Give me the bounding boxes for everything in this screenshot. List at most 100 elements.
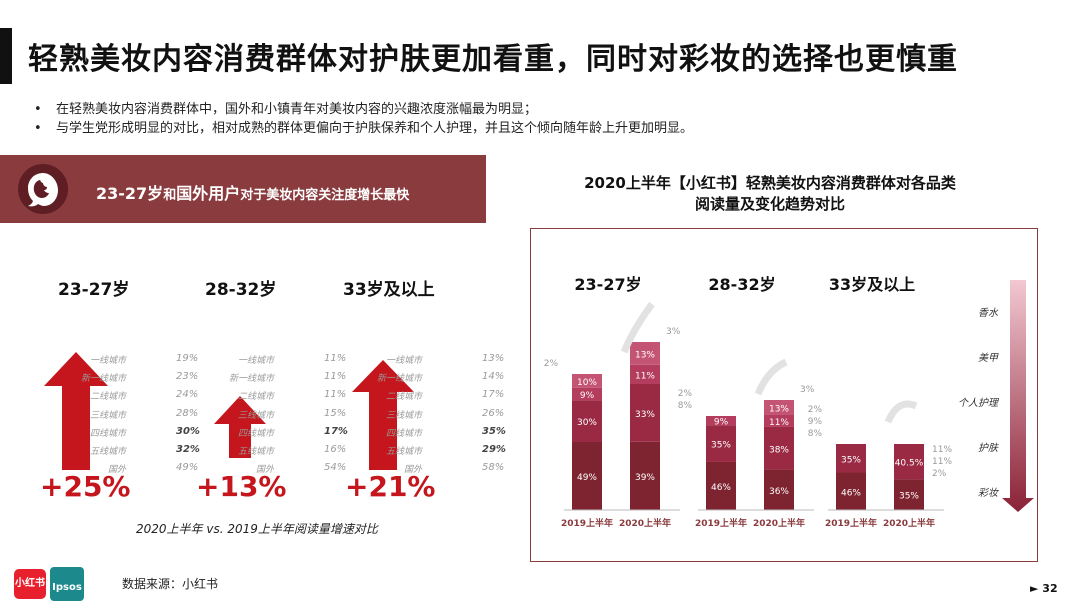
city-value: 11%	[324, 371, 347, 383]
segment-label: 35%	[711, 441, 731, 451]
title-accent-bar	[0, 28, 12, 84]
city-value: 14%	[482, 371, 505, 383]
city-value: 35%	[482, 425, 506, 437]
city-value: 15%	[324, 407, 347, 419]
city-value: 16%	[324, 444, 347, 455]
city-label: 新一线城市	[228, 374, 274, 385]
city-value: 54%	[324, 462, 347, 474]
segment-label: 33%	[635, 410, 655, 420]
data-source: 数据来源：小红书	[122, 577, 219, 591]
period-label: 2019上半年	[825, 517, 877, 529]
segment-label: 13%	[769, 404, 789, 414]
segment-label: 10%	[577, 378, 597, 388]
page-number-value: 32	[1042, 582, 1058, 595]
stack-segment	[764, 400, 794, 415]
outside-segment-label: 3%	[666, 327, 681, 337]
city-value: 26%	[482, 407, 505, 419]
city-label: 新一线城市	[376, 374, 422, 385]
city-label: 国外	[255, 465, 274, 476]
banner-overseas: 国外用户	[176, 184, 241, 203]
city-label: 三线城市	[385, 410, 422, 421]
banner-badge	[18, 164, 68, 214]
banner-connector: 和	[163, 188, 177, 203]
stack-segment	[572, 387, 602, 401]
legend-label: 护肤	[978, 442, 999, 454]
legend-label: 彩妆	[978, 487, 1000, 499]
outside-segment-label: 8%	[808, 429, 823, 439]
stack-group-label: 28-32岁	[708, 275, 775, 294]
page-title: 轻熟美妆内容消费群体对护肤更加看重，同时对彩妆的选择也更慎重	[28, 42, 958, 77]
page-number: ► 32	[1030, 582, 1058, 595]
city-label: 四线城市	[385, 428, 422, 439]
segment-label: 36%	[769, 487, 789, 497]
city-label: 三线城市	[237, 410, 274, 421]
outside-segment-label: 2%	[808, 405, 823, 415]
outside-segment-label: 11%	[932, 457, 952, 467]
segment-label: 46%	[711, 483, 731, 493]
growth-percent: +21%	[345, 470, 436, 503]
city-value: 17%	[482, 389, 505, 401]
right-title-line: 阅读量及变化趋势对比	[694, 195, 845, 213]
period-label: 2019上半年	[561, 517, 613, 529]
city-label: 三线城市	[89, 410, 126, 421]
stack-segment	[764, 469, 794, 510]
city-label: 五线城市	[237, 447, 274, 457]
legend-label: 个人护理	[958, 397, 1000, 409]
city-label: 一线城市	[385, 356, 422, 366]
outside-segment-label: 3%	[800, 385, 815, 395]
segment-label: 30%	[577, 418, 597, 428]
city-value: 24%	[176, 389, 199, 401]
period-label: 2020上半年	[883, 517, 935, 529]
growth-arrow-icon	[44, 352, 108, 470]
banner-headline: 23-27岁和国外用户对于美妆内容关注度增长最快	[96, 180, 409, 204]
outside-segment-label: 8%	[678, 401, 693, 411]
bullet-list: 在轻熟美妆内容消费群体中，国外和小镇青年对美妆内容的兴趣浓度涨幅最为明显； 与学…	[34, 100, 693, 138]
left-chart-caption: 2020上半年 vs. 2019上半年阅读量增速对比	[136, 522, 378, 536]
stack-segment	[572, 400, 602, 442]
period-label: 2020上半年	[753, 517, 805, 529]
growth-arrow-icon	[352, 360, 414, 470]
city-label: 国外	[107, 465, 126, 476]
city-label: 二线城市	[385, 392, 422, 403]
woman-profile-icon	[28, 173, 58, 207]
ipsos-logo: Ipsos	[50, 567, 84, 601]
segment-label: 39%	[635, 473, 655, 483]
city-label: 五线城市	[89, 447, 126, 457]
left-group-label: 23-27岁	[58, 280, 130, 300]
trend-arrow-icon	[620, 301, 655, 354]
right-chart-frame	[530, 228, 1038, 562]
segment-label: 35%	[899, 492, 919, 502]
segment-label: 46%	[841, 488, 861, 498]
city-label: 四线城市	[89, 428, 126, 439]
stack-segment	[764, 426, 794, 470]
stack-segment	[630, 342, 660, 365]
banner	[0, 155, 486, 223]
stack-segment	[894, 444, 924, 480]
outside-segment-label: 2%	[932, 469, 947, 479]
stack-segment	[836, 472, 866, 510]
stack-segment	[894, 479, 924, 510]
stack-segment	[764, 414, 794, 427]
city-value: 29%	[482, 444, 506, 455]
bullet-item: 在轻熟美妆内容消费群体中，国外和小镇青年对美妆内容的兴趣浓度涨幅最为明显；	[34, 100, 693, 119]
city-value: 11%	[324, 353, 347, 364]
city-value: 32%	[176, 444, 200, 455]
city-value: 58%	[482, 462, 505, 474]
banner-rest: 对于美妆内容关注度增长最快	[240, 188, 410, 203]
right-title-line: 2020上半年【小红书】轻熟美妆内容消费群体对各品类	[584, 174, 956, 192]
legend-label: 美甲	[978, 352, 999, 364]
segment-label: 38%	[769, 445, 789, 455]
stack-group-label: 33岁及以上	[829, 275, 915, 294]
outside-segment-label: 11%	[932, 445, 952, 455]
growth-arrow-icon	[214, 396, 266, 458]
stack-segment	[706, 461, 736, 510]
segment-label: 11%	[769, 418, 789, 428]
right-chart-title: 2020上半年【小红书】轻熟美妆内容消费群体对各品类 阅读量及变化趋势对比	[530, 173, 1010, 215]
segment-label: 11%	[635, 371, 655, 381]
stack-segment	[630, 384, 660, 442]
left-group-label: 28-32岁	[205, 280, 277, 300]
stack-segment	[836, 444, 866, 473]
segment-label: 35%	[841, 455, 861, 465]
outside-segment-label: 9%	[808, 417, 823, 427]
city-label: 二线城市	[237, 392, 274, 403]
